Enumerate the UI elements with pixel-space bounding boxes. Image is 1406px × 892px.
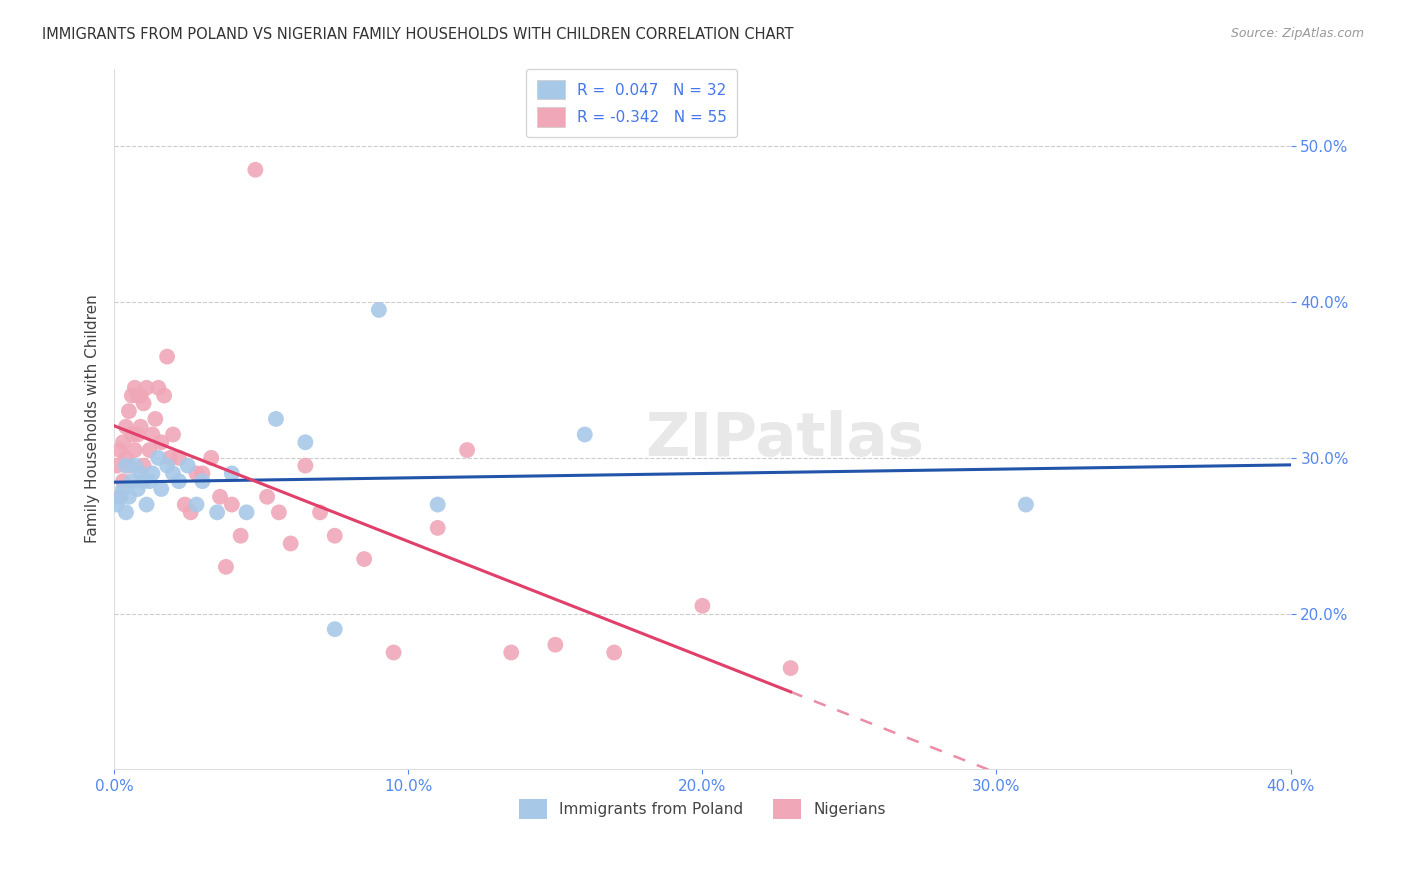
Point bbox=[501, 646, 523, 660]
Point bbox=[129, 388, 152, 402]
Point bbox=[382, 646, 405, 660]
Point bbox=[132, 458, 155, 473]
Point bbox=[145, 412, 167, 426]
Point bbox=[544, 638, 567, 652]
Point bbox=[177, 458, 200, 473]
Point bbox=[191, 474, 214, 488]
Point bbox=[121, 388, 143, 402]
Point bbox=[132, 396, 155, 410]
Point bbox=[294, 435, 316, 450]
Point bbox=[692, 599, 714, 613]
Point bbox=[111, 474, 134, 488]
Point bbox=[235, 505, 257, 519]
Text: IMMIGRANTS FROM POLAND VS NIGERIAN FAMILY HOUSEHOLDS WITH CHILDREN CORRELATION C: IMMIGRANTS FROM POLAND VS NIGERIAN FAMIL… bbox=[42, 27, 793, 42]
Point bbox=[426, 521, 449, 535]
Point bbox=[215, 559, 238, 574]
Point bbox=[309, 505, 332, 519]
Point bbox=[162, 467, 184, 481]
Point bbox=[186, 467, 208, 481]
Point bbox=[105, 458, 128, 473]
Point bbox=[186, 498, 208, 512]
Point bbox=[115, 419, 138, 434]
Point bbox=[129, 419, 152, 434]
Point bbox=[121, 427, 143, 442]
Point bbox=[108, 490, 131, 504]
Point bbox=[124, 443, 146, 458]
Point bbox=[156, 350, 179, 364]
Point bbox=[280, 536, 302, 550]
Point bbox=[245, 162, 267, 177]
Point bbox=[121, 474, 143, 488]
Text: ZIPatlas: ZIPatlas bbox=[645, 410, 924, 469]
Point bbox=[294, 458, 316, 473]
Point bbox=[124, 458, 146, 473]
Point bbox=[221, 467, 243, 481]
Point bbox=[574, 427, 596, 442]
Point bbox=[150, 482, 173, 496]
Point bbox=[135, 498, 157, 512]
Point bbox=[162, 427, 184, 442]
Text: Source: ZipAtlas.com: Source: ZipAtlas.com bbox=[1230, 27, 1364, 40]
Point bbox=[1015, 498, 1038, 512]
Point bbox=[456, 443, 478, 458]
Point bbox=[115, 505, 138, 519]
Point bbox=[426, 498, 449, 512]
Point bbox=[173, 498, 195, 512]
Point bbox=[209, 490, 232, 504]
Point bbox=[229, 529, 252, 543]
Point bbox=[221, 498, 243, 512]
Point bbox=[148, 381, 170, 395]
Y-axis label: Family Households with Children: Family Households with Children bbox=[86, 294, 100, 543]
Point bbox=[167, 474, 190, 488]
Point bbox=[118, 404, 141, 418]
Point bbox=[108, 443, 131, 458]
Point bbox=[111, 482, 134, 496]
Point bbox=[156, 458, 179, 473]
Point bbox=[127, 427, 149, 442]
Point bbox=[141, 427, 163, 442]
Point bbox=[115, 458, 138, 473]
Point bbox=[105, 498, 128, 512]
Point bbox=[267, 505, 290, 519]
Point bbox=[191, 467, 214, 481]
Point bbox=[367, 302, 389, 317]
Point bbox=[148, 450, 170, 465]
Point bbox=[353, 552, 375, 566]
Point bbox=[200, 450, 222, 465]
Point bbox=[108, 490, 131, 504]
Point bbox=[167, 450, 190, 465]
Point bbox=[115, 450, 138, 465]
Point bbox=[180, 505, 202, 519]
Point bbox=[603, 646, 626, 660]
Point bbox=[323, 529, 346, 543]
Point bbox=[779, 661, 801, 675]
Point bbox=[135, 381, 157, 395]
Point bbox=[138, 443, 160, 458]
Point bbox=[264, 412, 287, 426]
Point bbox=[256, 490, 278, 504]
Point bbox=[323, 622, 346, 636]
Point bbox=[124, 381, 146, 395]
Point bbox=[118, 490, 141, 504]
Point bbox=[159, 450, 181, 465]
Point bbox=[127, 482, 149, 496]
Point bbox=[150, 435, 173, 450]
Legend: Immigrants from Poland, Nigerians: Immigrants from Poland, Nigerians bbox=[513, 793, 891, 825]
Point bbox=[132, 474, 155, 488]
Point bbox=[127, 388, 149, 402]
Point bbox=[129, 467, 152, 481]
Point bbox=[111, 435, 134, 450]
Point bbox=[138, 474, 160, 488]
Point bbox=[141, 467, 163, 481]
Point bbox=[153, 388, 176, 402]
Point bbox=[118, 458, 141, 473]
Point bbox=[205, 505, 228, 519]
